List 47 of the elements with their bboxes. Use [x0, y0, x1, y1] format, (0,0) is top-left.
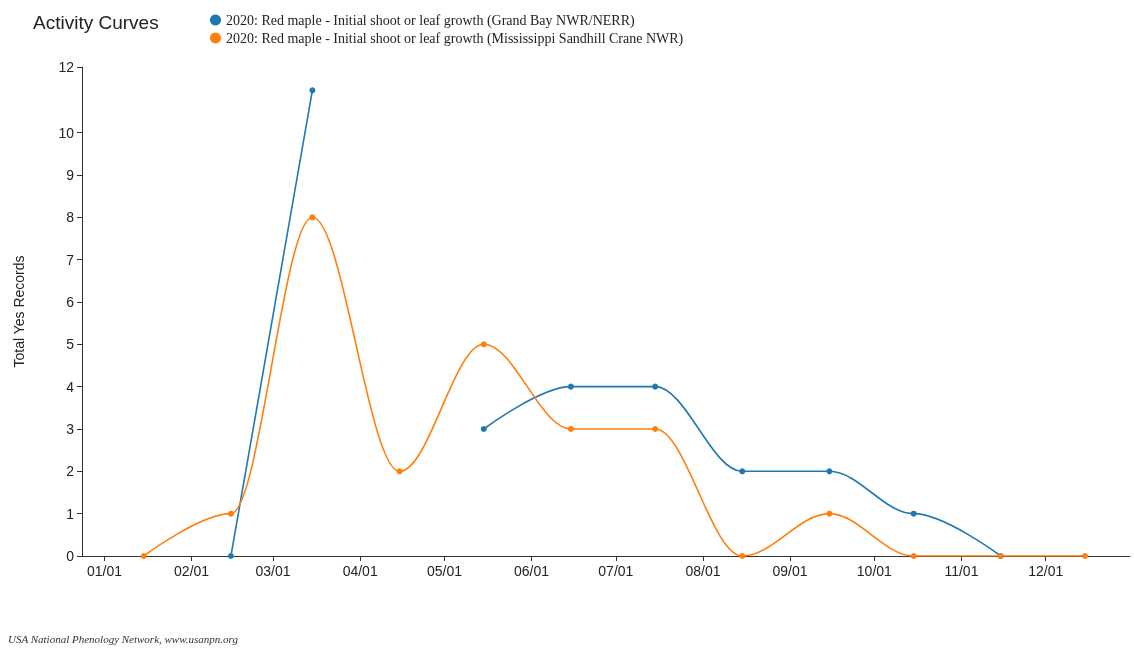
y-tick-label: 12 [58, 59, 75, 75]
y-tick-label: 6 [66, 293, 75, 310]
x-tick-label: 04/01 [342, 563, 378, 579]
point [826, 510, 833, 517]
point [652, 425, 659, 432]
point [652, 383, 659, 390]
text: USA National Phenology Network, www.usanpn.org [8, 632, 239, 645]
y-tick-label: 9 [66, 166, 75, 183]
y-tick-label: 7 [66, 251, 75, 268]
point [567, 383, 574, 390]
y-tick-label: 1 [66, 505, 75, 522]
y-tick-label: 2 [66, 463, 75, 480]
y-tick-label: 8 [66, 209, 75, 226]
point [739, 553, 746, 559]
point [227, 510, 234, 517]
point [227, 553, 234, 559]
x-tick-label: 09/01 [772, 563, 808, 579]
y-tick-label: 0 [66, 548, 75, 564]
point [309, 214, 316, 221]
x-tick-label: 06/01 [514, 563, 550, 579]
point [567, 425, 574, 432]
point [910, 553, 917, 559]
point [1082, 553, 1089, 559]
point [140, 553, 147, 559]
point [309, 87, 316, 94]
x-tick-label: 08/01 [685, 563, 721, 579]
chart-title: Activity Curves [33, 12, 159, 33]
point [826, 468, 833, 475]
x-tick-label: 10/01 [856, 563, 893, 579]
legend-label: 2020: Red maple - Initial shoot or leaf growth (Grand Bay NWR/NERR) [226, 12, 635, 29]
y-tick-label: 3 [66, 420, 75, 437]
point [480, 341, 487, 348]
x-tick-label: 07/01 [598, 563, 634, 579]
x-tick-label: 05/01 [426, 563, 463, 579]
x-tick-label: 03/01 [255, 563, 291, 579]
x-tick-label: 11/01 [944, 563, 979, 579]
x-tick-label: 01/01 [86, 563, 123, 579]
x-tick-label: 12/01 [1028, 563, 1064, 579]
point [739, 468, 746, 475]
y-tick-label: 4 [66, 378, 75, 395]
y-tick-label: 5 [66, 336, 75, 353]
x-tick-label: 02/01 [174, 563, 210, 579]
y-axis-title: Total Yes Records [11, 255, 27, 368]
point [910, 510, 917, 517]
legend-label: 2020: Red maple - Initial shoot or leaf growth (Mississippi Sandhill Crane NWR) [226, 30, 684, 47]
point [480, 425, 487, 432]
y-tick-label: 10 [58, 124, 75, 141]
